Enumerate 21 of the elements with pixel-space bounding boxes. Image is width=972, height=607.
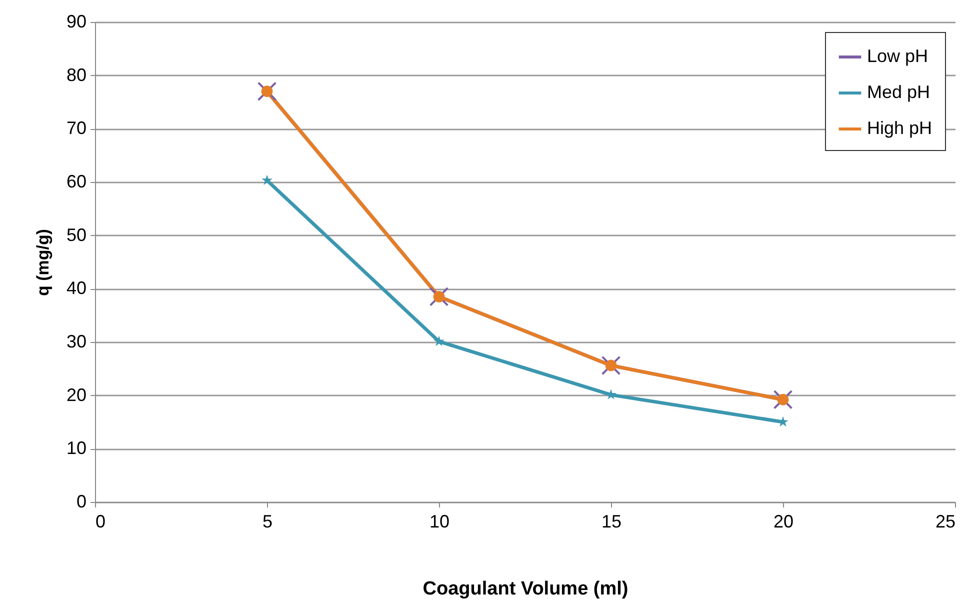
y-tick-label: 0 — [76, 492, 86, 512]
x-tick-label: 0 — [96, 512, 106, 532]
legend-label: High pH — [867, 118, 932, 138]
y-tick-label: 40 — [66, 278, 86, 298]
x-tick-label: 20 — [773, 512, 794, 532]
legend-label: Low pH — [867, 46, 928, 66]
y-axis-title: q (mg/g) — [33, 228, 52, 296]
x-axis-title: Coagulant Volume (ml) — [422, 578, 628, 600]
legend-label: Med pH — [867, 82, 930, 102]
y-tick-label: 50 — [66, 224, 86, 245]
x-tick-label: 25 — [935, 512, 956, 532]
x-tick-label: 5 — [262, 512, 273, 532]
y-tick-label: 70 — [66, 118, 86, 138]
y-tick-label: 90 — [66, 12, 86, 32]
x-tick-label: 15 — [601, 512, 622, 532]
y-tick-label: 80 — [66, 64, 86, 85]
y-tick-label: 20 — [66, 384, 86, 405]
y-tick-label: 10 — [66, 438, 86, 458]
y-tick-label: 60 — [66, 172, 86, 192]
x-tick-label: 10 — [429, 512, 450, 532]
y-tick-label: 30 — [66, 332, 86, 352]
